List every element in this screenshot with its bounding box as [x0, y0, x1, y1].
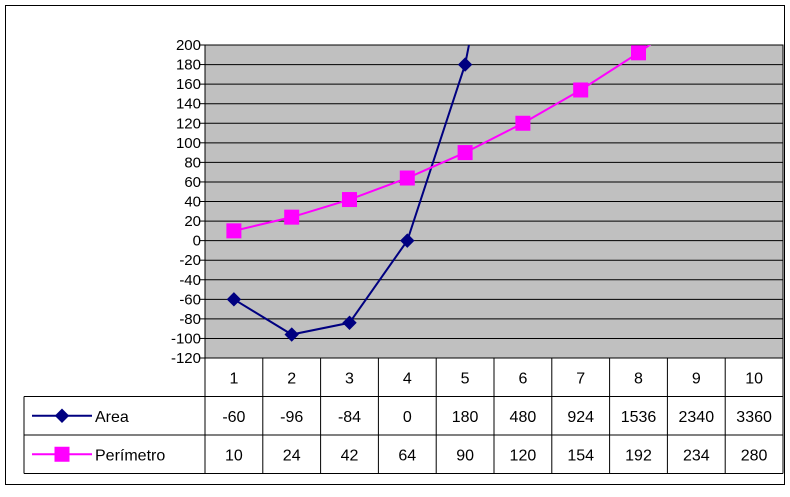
- y-tick-label: 0: [193, 233, 201, 250]
- plot-series-group: [226, 45, 652, 342]
- y-tick-label: 160: [176, 76, 201, 93]
- x-category-label: 8: [634, 370, 643, 387]
- data-table-value: 192: [625, 447, 652, 464]
- x-category-label: 5: [461, 370, 470, 387]
- data-table-value: 234: [683, 447, 710, 464]
- y-tick-label: -100: [171, 330, 201, 347]
- data-table-value: 120: [510, 447, 537, 464]
- x-category-label: 10: [745, 370, 763, 387]
- data-point: [342, 315, 357, 330]
- y-tick-label: -60: [179, 291, 201, 308]
- legend-series-name: Perímetro: [95, 447, 165, 464]
- y-axis: 200180160140120100806040200-20-40-60-80-…: [171, 37, 205, 367]
- data-table-value: 0: [403, 409, 412, 426]
- series-lines: [226, 45, 652, 342]
- legend-series-name: Area: [95, 409, 129, 426]
- data-table-value: 42: [341, 447, 359, 464]
- data-table-value: 3360: [736, 409, 772, 426]
- y-tick-label: -20: [179, 252, 201, 269]
- y-tick-label: -80: [179, 311, 201, 328]
- y-tick-label: 80: [184, 154, 201, 171]
- x-category-label: 1: [229, 370, 238, 387]
- data-point: [226, 292, 242, 307]
- y-tick-label: -40: [179, 272, 201, 289]
- data-point: [573, 82, 589, 98]
- y-tick-label: 60: [184, 174, 201, 191]
- data-point: [284, 327, 299, 342]
- series-line: [233, 45, 652, 232]
- y-tick-label: 100: [176, 135, 201, 152]
- data-point: [399, 170, 415, 186]
- x-category-label: 3: [345, 370, 354, 387]
- data-table-value: 24: [283, 447, 301, 464]
- y-tick-label: 140: [176, 96, 201, 113]
- data-table-value: 90: [456, 447, 474, 464]
- data-table-value: 154: [567, 447, 594, 464]
- y-tick-label: -120: [171, 350, 201, 367]
- data-point: [457, 57, 473, 72]
- data-table-value: 1536: [621, 409, 657, 426]
- legend-key-marker: [54, 408, 70, 423]
- data-point: [400, 233, 415, 248]
- data-table-value: 924: [567, 409, 594, 426]
- data-table-value: 480: [510, 409, 537, 426]
- y-tick-label: 40: [184, 194, 201, 211]
- data-point: [515, 115, 531, 131]
- x-category-label: 6: [518, 370, 527, 387]
- x-category-label: 2: [287, 370, 296, 387]
- data-table-value: 64: [398, 447, 416, 464]
- data-table-value: 280: [741, 447, 768, 464]
- data-table-value: 180: [452, 409, 479, 426]
- y-tick-label: 120: [176, 115, 201, 132]
- x-category-label: 4: [403, 370, 412, 387]
- data-table-value: 10: [225, 447, 243, 464]
- data-point: [284, 209, 300, 225]
- y-tick-label: 20: [184, 213, 201, 230]
- legend-key-marker: [54, 446, 70, 462]
- data-table-value: 2340: [679, 409, 715, 426]
- data-point: [342, 192, 357, 208]
- x-category-label: 7: [576, 370, 585, 387]
- y-tick-label: 200: [176, 37, 201, 54]
- data-point: [631, 45, 646, 61]
- series-line: [233, 45, 470, 336]
- data-point: [226, 223, 242, 239]
- data-table-value: -96: [280, 409, 303, 426]
- data-point: [457, 145, 473, 161]
- gridlines: [205, 64, 783, 339]
- y-tick-label: 180: [176, 57, 201, 74]
- x-category-label: 9: [692, 370, 701, 387]
- data-table-value: -60: [222, 409, 245, 426]
- data-table-value: -84: [338, 409, 361, 426]
